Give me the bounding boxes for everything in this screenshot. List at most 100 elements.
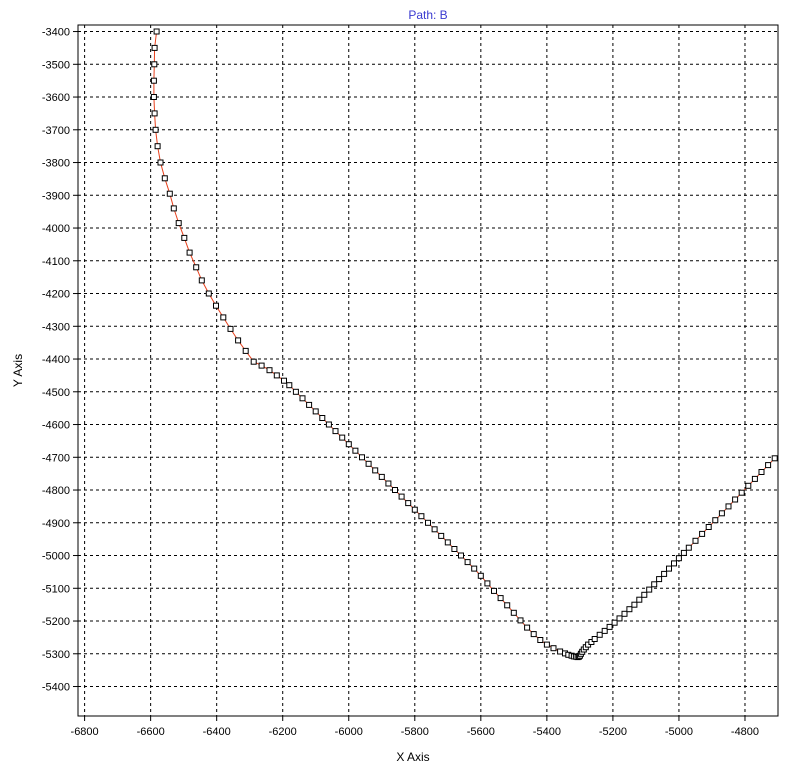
x-tick-label: -5600 [467,726,495,738]
data-point [398,493,405,500]
data-point [656,576,663,583]
data-point [517,617,524,624]
series-group [150,28,778,661]
y-tick-label: -3600 [42,92,70,104]
data-point [151,44,158,51]
data-point [591,636,598,642]
data-point [365,460,372,467]
y-tick-label: -4900 [42,518,70,530]
data-point [504,602,511,609]
data-point [319,415,326,421]
data-point [325,421,332,428]
data-point [550,645,557,652]
data-point [464,559,471,566]
data-point [220,314,227,321]
y-tick-label: -3800 [42,158,70,170]
data-point [606,623,613,630]
data-point [431,526,438,533]
grid [78,25,778,716]
data-point [641,591,648,598]
data-point [332,428,339,435]
data-point [646,586,653,593]
data-point [510,609,517,616]
data-point [306,401,313,408]
data-point [175,220,182,227]
data-point [524,624,531,631]
data-point [666,565,672,572]
y-tick-label: -4000 [42,223,70,235]
data-point [181,234,188,241]
data-point [161,175,168,182]
data-point [345,441,352,448]
x-tick-label: -6800 [71,726,99,738]
y-axis-label: Y Axis [11,354,25,387]
data-point [157,159,164,166]
y-tick-label: -4800 [42,485,70,497]
y-tick-label: -4700 [42,452,70,464]
data-point [372,467,379,474]
data-point [651,581,658,588]
data-point [732,496,739,503]
data-point [705,524,712,530]
data-point [537,637,544,643]
data-point [725,503,732,510]
y-tick-label: -4300 [42,321,70,333]
data-point [154,143,161,150]
data-point [292,388,299,395]
y-tick-label: -4600 [42,420,70,432]
data-point [299,395,306,402]
y-tick-label: -5100 [42,583,70,595]
x-tick-label: -5400 [533,726,561,738]
y-tick-label: -4400 [42,354,70,366]
chart-title: Path: B [408,8,447,22]
y-tick-label: -3500 [42,59,70,71]
data-point [418,513,425,520]
data-point [266,367,273,374]
y-tick-label: -3900 [42,190,70,202]
x-tick-label: -5000 [665,726,693,738]
data-point [273,372,280,379]
data-point [718,510,725,517]
data-point [636,596,643,603]
data-point [671,560,677,567]
data-point [205,290,212,297]
data-point [699,530,706,537]
data-point [626,606,633,613]
data-point [166,190,173,197]
data-point [451,546,458,552]
data-point [471,565,478,572]
data-point [458,552,464,559]
data-point [745,482,752,489]
data-point [758,469,765,475]
y-tick-label: -4500 [42,387,70,399]
data-point [405,500,412,507]
data-point [151,61,158,68]
data-point [150,94,157,100]
data-point [198,277,205,284]
data-point [235,337,242,344]
data-point [250,358,257,365]
data-point [621,610,628,617]
data-point [596,631,603,638]
data-point [258,362,265,369]
data-point [312,408,319,415]
y-tick-label: -5300 [42,649,70,661]
data-point [227,325,234,332]
data-point [661,570,668,577]
y-tick-label: -5000 [42,551,70,563]
data-point [213,302,219,309]
y-tick-label: -5200 [42,616,70,628]
y-tick-label: -4100 [42,256,70,268]
data-point [150,77,157,84]
data-point [286,382,293,389]
data-point [611,619,618,626]
data-point [557,648,564,655]
x-tick-label: -6600 [137,726,165,738]
data-point [170,205,177,212]
data-point [751,475,758,482]
data-point [477,572,484,579]
y-tick-label: -3400 [42,27,70,39]
data-point [680,549,687,556]
data-point [352,447,359,454]
data-point [193,264,200,271]
